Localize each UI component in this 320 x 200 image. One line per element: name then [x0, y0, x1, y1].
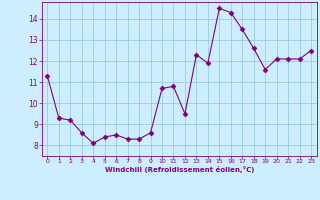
X-axis label: Windchill (Refroidissement éolien,°C): Windchill (Refroidissement éolien,°C) [105, 166, 254, 173]
